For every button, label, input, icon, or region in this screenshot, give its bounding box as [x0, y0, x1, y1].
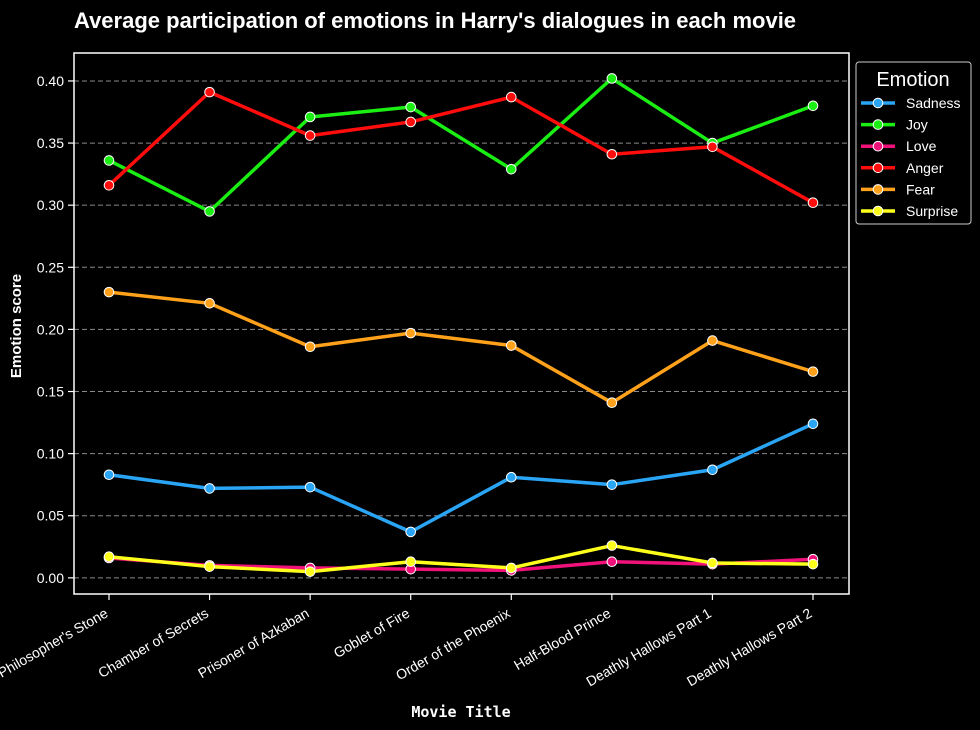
y-tick-label: 0.05	[37, 508, 64, 524]
legend-title: Emotion	[876, 69, 949, 91]
data-point	[204, 298, 215, 309]
data-point	[707, 335, 718, 346]
data-point	[606, 73, 618, 84]
data-point	[807, 558, 819, 570]
data-point	[405, 556, 417, 568]
data-point	[204, 561, 215, 572]
legend-marker	[872, 140, 884, 152]
data-point	[707, 557, 718, 569]
legend-marker	[872, 119, 884, 130]
data-point	[606, 540, 618, 551]
data-point	[707, 464, 718, 476]
data-point	[304, 341, 316, 353]
legend-label: Fear	[906, 181, 935, 197]
data-point	[405, 526, 417, 538]
series-surprise	[103, 540, 819, 577]
data-point	[103, 286, 115, 298]
y-tick-label: 0.25	[37, 259, 64, 275]
data-point	[505, 91, 517, 103]
legend-item-joy: Joy	[861, 117, 928, 133]
legend-marker	[872, 97, 884, 109]
data-point	[304, 566, 316, 577]
data-point	[103, 179, 115, 191]
data-point	[405, 101, 417, 113]
data-point	[304, 481, 316, 493]
series-line	[107, 422, 815, 534]
series-line	[107, 543, 815, 574]
legend-item-love: Love	[861, 138, 937, 154]
data-point	[606, 556, 618, 568]
data-point	[807, 197, 819, 208]
legend-label: Love	[906, 138, 937, 154]
data-point	[304, 130, 316, 141]
data-point	[103, 155, 115, 166]
legend-label: Surprise	[906, 203, 958, 219]
plot-area-frame	[73, 52, 850, 595]
data-point	[505, 340, 517, 351]
legend-label: Sadness	[906, 95, 960, 111]
legend-marker	[872, 184, 884, 195]
legend: Emotion Sadness Joy Love Anger Fear Surprise	[855, 61, 972, 225]
data-point	[204, 206, 215, 217]
data-point	[606, 148, 618, 160]
series-line	[107, 90, 815, 205]
legend-item-sadness: Sadness	[861, 95, 960, 111]
y-tick-label: 0.35	[37, 135, 64, 151]
y-axis: 0.00 0.05 0.10 0.15 0.20 0.25 0.30 0.35 0.40	[37, 73, 74, 586]
data-point	[204, 86, 215, 98]
series-anger	[103, 86, 819, 208]
data-point	[103, 469, 115, 481]
series-sadness	[103, 418, 819, 538]
x-axis-label: Movie Title	[411, 703, 510, 721]
y-axis-label: Emotion score	[8, 274, 25, 378]
data-point	[606, 479, 618, 490]
data-point	[505, 471, 517, 483]
data-point	[103, 551, 115, 563]
data-point	[807, 366, 819, 377]
data-point	[807, 418, 819, 430]
series-lines	[103, 73, 819, 577]
data-point	[505, 562, 517, 574]
y-tick-label: 0.40	[37, 73, 64, 89]
legend-label: Anger	[906, 160, 944, 176]
series-fear	[103, 286, 819, 408]
data-point	[505, 163, 517, 175]
series-line	[107, 290, 815, 405]
legend-item-surprise: Surprise	[861, 203, 958, 219]
grid-lines	[74, 80, 849, 579]
data-point	[405, 116, 417, 128]
data-point	[606, 397, 618, 408]
y-tick-label: 0.20	[37, 321, 64, 337]
data-point	[807, 100, 819, 112]
data-point	[304, 111, 316, 123]
y-tick-label: 0.00	[37, 570, 64, 586]
legend-marker	[872, 205, 884, 217]
series-line	[107, 76, 815, 214]
data-point	[707, 141, 718, 153]
y-tick-label: 0.30	[37, 197, 64, 213]
data-point	[204, 483, 215, 494]
legend-label: Joy	[906, 117, 928, 133]
y-tick-label: 0.15	[37, 384, 64, 400]
legend-item-fear: Fear	[861, 181, 935, 197]
y-tick-label: 0.10	[37, 446, 64, 462]
legend-item-anger: Anger	[861, 160, 944, 176]
chart-title: Average participation of emotions in Har…	[74, 8, 796, 33]
data-point	[405, 327, 417, 339]
legend-marker	[872, 162, 884, 174]
